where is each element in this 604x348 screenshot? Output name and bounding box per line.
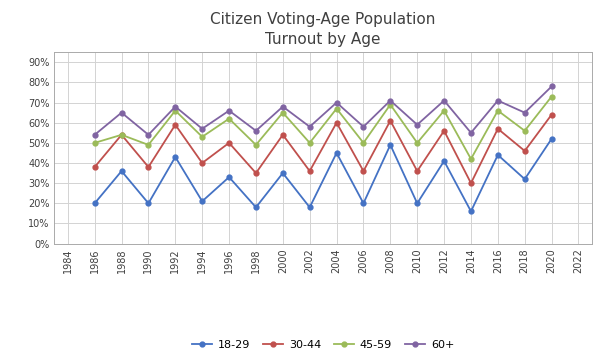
- 45-59: [440, 109, 448, 113]
- 60+: [360, 125, 367, 129]
- 18-29: [467, 209, 475, 213]
- Line: 45-59: 45-59: [92, 94, 554, 161]
- Line: 30-44: 30-44: [92, 112, 554, 185]
- 30-44: [521, 149, 528, 153]
- 18-29: [387, 143, 394, 147]
- 30-44: [548, 112, 555, 117]
- 45-59: [494, 109, 501, 113]
- 18-29: [279, 171, 286, 175]
- 60+: [548, 84, 555, 88]
- 30-44: [387, 119, 394, 123]
- 30-44: [306, 169, 313, 173]
- 45-59: [172, 109, 179, 113]
- 60+: [91, 133, 98, 137]
- 45-59: [387, 103, 394, 107]
- 60+: [225, 109, 233, 113]
- 18-29: [199, 199, 206, 203]
- 30-44: [225, 141, 233, 145]
- 18-29: [360, 201, 367, 205]
- 60+: [199, 127, 206, 131]
- 45-59: [467, 157, 475, 161]
- 60+: [494, 98, 501, 103]
- 30-44: [118, 133, 125, 137]
- 18-29: [145, 201, 152, 205]
- 45-59: [118, 133, 125, 137]
- 30-44: [279, 133, 286, 137]
- 45-59: [145, 143, 152, 147]
- 18-29: [521, 177, 528, 181]
- 18-29: [440, 159, 448, 163]
- Title: Citizen Voting-Age Population
Turnout by Age: Citizen Voting-Age Population Turnout by…: [210, 12, 436, 47]
- Legend: 18-29, 30-44, 45-59, 60+: 18-29, 30-44, 45-59, 60+: [187, 335, 459, 348]
- 30-44: [172, 122, 179, 127]
- 45-59: [414, 141, 421, 145]
- 30-44: [440, 129, 448, 133]
- 60+: [145, 133, 152, 137]
- 30-44: [494, 127, 501, 131]
- 60+: [387, 98, 394, 103]
- 45-59: [225, 117, 233, 121]
- 18-29: [172, 155, 179, 159]
- 18-29: [306, 205, 313, 209]
- 18-29: [225, 175, 233, 179]
- 18-29: [333, 151, 340, 155]
- 45-59: [521, 129, 528, 133]
- 18-29: [414, 201, 421, 205]
- 18-29: [494, 153, 501, 157]
- 45-59: [306, 141, 313, 145]
- 30-44: [333, 121, 340, 125]
- 60+: [172, 104, 179, 109]
- 60+: [118, 111, 125, 115]
- 60+: [333, 101, 340, 105]
- 18-29: [252, 205, 260, 209]
- 18-29: [118, 169, 125, 173]
- 30-44: [360, 169, 367, 173]
- 30-44: [252, 171, 260, 175]
- 60+: [279, 104, 286, 109]
- 18-29: [91, 201, 98, 205]
- 30-44: [199, 161, 206, 165]
- 60+: [252, 129, 260, 133]
- 30-44: [91, 165, 98, 169]
- 60+: [521, 111, 528, 115]
- 45-59: [199, 135, 206, 139]
- 30-44: [467, 181, 475, 185]
- 60+: [440, 98, 448, 103]
- 60+: [306, 125, 313, 129]
- 18-29: [548, 137, 555, 141]
- 60+: [414, 122, 421, 127]
- Line: 60+: 60+: [92, 84, 554, 137]
- 45-59: [548, 94, 555, 98]
- 45-59: [360, 141, 367, 145]
- 45-59: [252, 143, 260, 147]
- Line: 18-29: 18-29: [92, 136, 554, 214]
- 60+: [467, 131, 475, 135]
- 45-59: [279, 111, 286, 115]
- 30-44: [414, 169, 421, 173]
- 30-44: [145, 165, 152, 169]
- 45-59: [333, 106, 340, 111]
- 45-59: [91, 141, 98, 145]
